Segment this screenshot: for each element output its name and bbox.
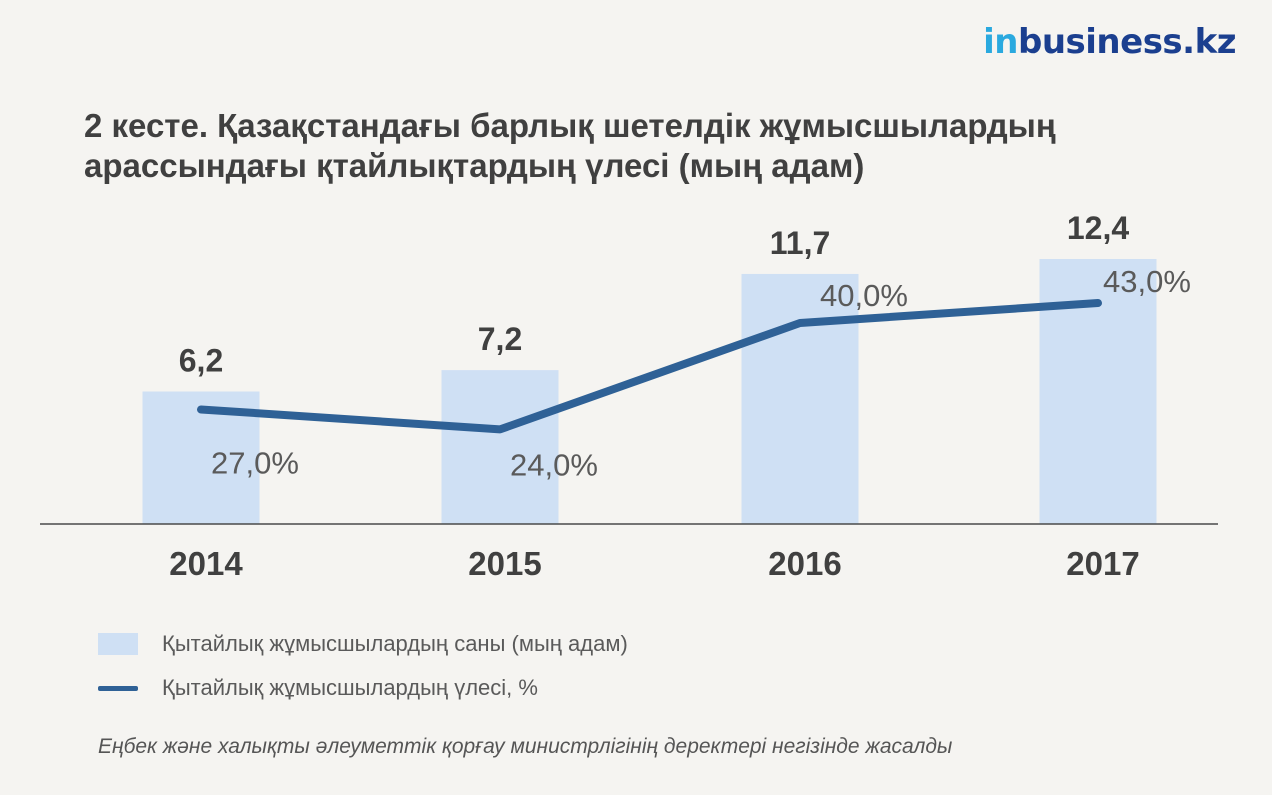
- line-value-label-2014: 27,0%: [211, 445, 299, 480]
- bar-value-label-2015: 7,2: [478, 321, 522, 357]
- legend-line-label: Қытайлық жұмысшылардың үлесі, %: [162, 675, 538, 700]
- line-value-label-2016: 40,0%: [820, 278, 908, 313]
- legend-bar-label: Қытайлық жұмысшылардың саны (мың адам): [162, 631, 628, 656]
- bar-2016: [741, 273, 859, 524]
- brand-logo: inbusiness.kz: [983, 22, 1236, 62]
- chart-title-line-1: 2 кесте. Қазақстандағы барлық шетелдік ж…: [84, 107, 1056, 144]
- x-tick-label-2017: 2017: [1066, 545, 1139, 582]
- legend-item-line: Қытайлық жұмысшылардың үлесі, %: [98, 666, 628, 710]
- logo-rest: business.kz: [1018, 22, 1237, 62]
- legend-item-bars: Қытайлық жұмысшылардың саны (мың адам): [98, 622, 628, 666]
- chart-title: 2 кесте. Қазақстандағы барлық шетелдік ж…: [84, 106, 1184, 186]
- legend-line-swatch: [98, 685, 138, 691]
- logo-prefix: in: [983, 22, 1018, 62]
- bar-value-label-2016: 11,7: [770, 225, 831, 261]
- chart-title-line-2: арассындағы қтайлықтардың үлесі (мың ада…: [84, 147, 865, 184]
- bar-2015: [441, 370, 559, 524]
- bar-value-label-2014: 6,2: [179, 343, 223, 379]
- x-tick-label-2015: 2015: [468, 545, 541, 582]
- x-tick-label-2016: 2016: [768, 545, 841, 582]
- legend-bar-swatch: [98, 633, 138, 655]
- x-tick-label-2014: 2014: [169, 545, 243, 582]
- combo-chart: 6,2 7,2 11,7 12,4 2014 2015 2016 2017 27,0% 24,0%…: [40, 210, 1218, 582]
- share-line: [197, 299, 1102, 434]
- line-value-label-2017: 43,0%: [1103, 264, 1191, 299]
- bar-value-label-2017: 12,4: [1067, 210, 1129, 246]
- line-value-label-2015: 24,0%: [510, 447, 598, 482]
- source-note: Еңбек және халықты әлеуметтік қорғау мин…: [98, 735, 953, 758]
- legend: Қытайлық жұмысшылардың саны (мың адам) Қ…: [98, 622, 628, 710]
